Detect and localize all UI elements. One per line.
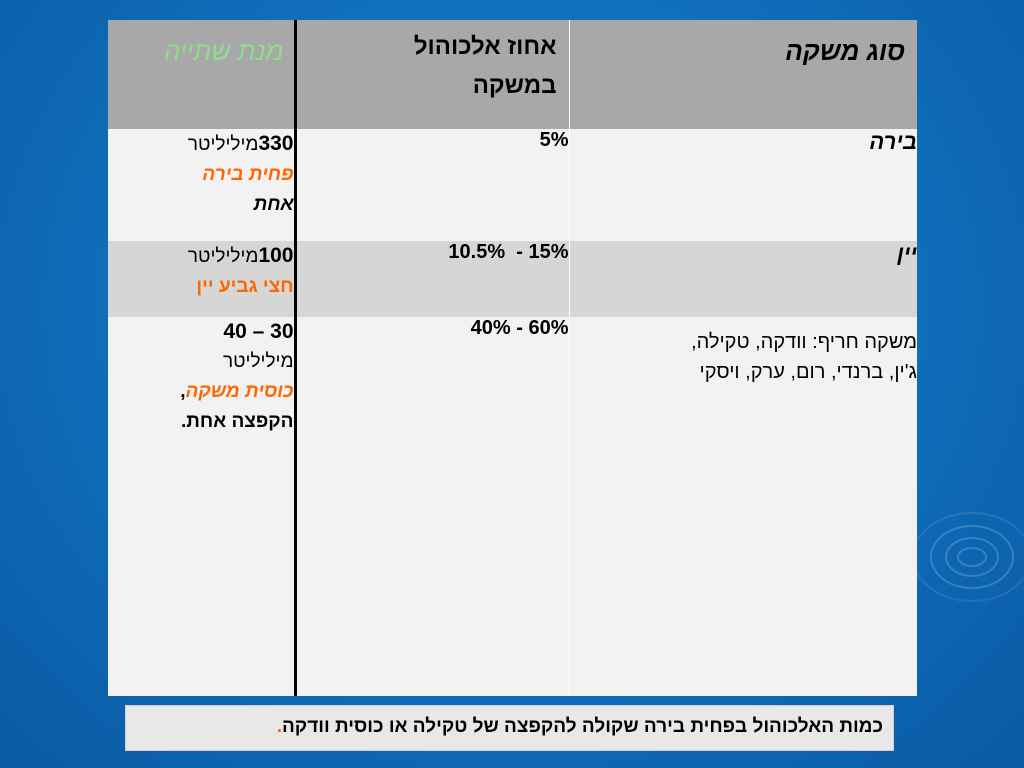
serving-amount: 30 – 40: [223, 320, 294, 343]
serving-unit: מיליליטר: [187, 246, 259, 267]
serving-cell: 30 – 40 מיליליטר כוסית משקה, הקפצה אחת.: [108, 317, 295, 696]
drink-type-cell: משקה חריף: וודקה, טקילה, ג'ין, ברנדי, רו…: [568, 317, 917, 696]
water-ripple-decoration: [930, 525, 1014, 589]
serving-rest: אחת: [253, 194, 294, 215]
serving-unit: מיליליטר: [222, 351, 294, 372]
water-ripple-decoration: [957, 547, 987, 567]
drink-type-cell: יין: [568, 241, 917, 317]
header-alcohol-percent: אחוז אלכוהול במשקה: [293, 20, 569, 129]
water-ripple-decoration: [945, 537, 999, 577]
header-serving: מנת שתייה: [108, 20, 295, 129]
table-row: יין 10.5% - 15% 100מיליליטר חצי גביע יין: [108, 241, 917, 317]
alcohol-percent-cell: 40% - 60%: [293, 317, 569, 696]
drink-type-cell: בירה: [568, 129, 917, 241]
footer-note-text: כמות האלכוהול בפחית בירה שקולה להקפצה של…: [281, 716, 883, 737]
alcohol-percent-cell: 5%: [293, 129, 569, 241]
serving-amount: 330: [258, 132, 294, 155]
alcohol-content-table: סוג משקה אחוז אלכוהול במשקה מנת שתייה בי…: [108, 20, 917, 696]
footer-note: כמות האלכוהול בפחית בירה שקולה להקפצה של…: [125, 705, 894, 751]
serving-highlight: כוסית משקה: [185, 381, 294, 402]
table-row: משקה חריף: וודקה, טקילה, ג'ין, ברנדי, רו…: [108, 317, 917, 696]
header-drink-type: סוג משקה: [568, 20, 917, 129]
serving-rest: הקפצה אחת.: [180, 411, 294, 432]
table-row: בירה 5% 330מיליליטר פחית בירה אחת: [108, 129, 917, 241]
serving-highlight: חצי גביע יין: [196, 276, 294, 297]
serving-unit: מיליליטר: [187, 134, 259, 155]
serving-cell: 100מיליליטר חצי גביע יין: [108, 241, 295, 317]
alcohol-percent-cell: 10.5% - 15%: [293, 241, 569, 317]
table-header-row: סוג משקה אחוז אלכוהול במשקה מנת שתייה: [108, 20, 917, 129]
serving-amount: 100: [258, 244, 294, 267]
serving-cell: 330מיליליטר פחית בירה אחת: [108, 129, 295, 241]
serving-highlight: פחית בירה: [202, 164, 294, 185]
